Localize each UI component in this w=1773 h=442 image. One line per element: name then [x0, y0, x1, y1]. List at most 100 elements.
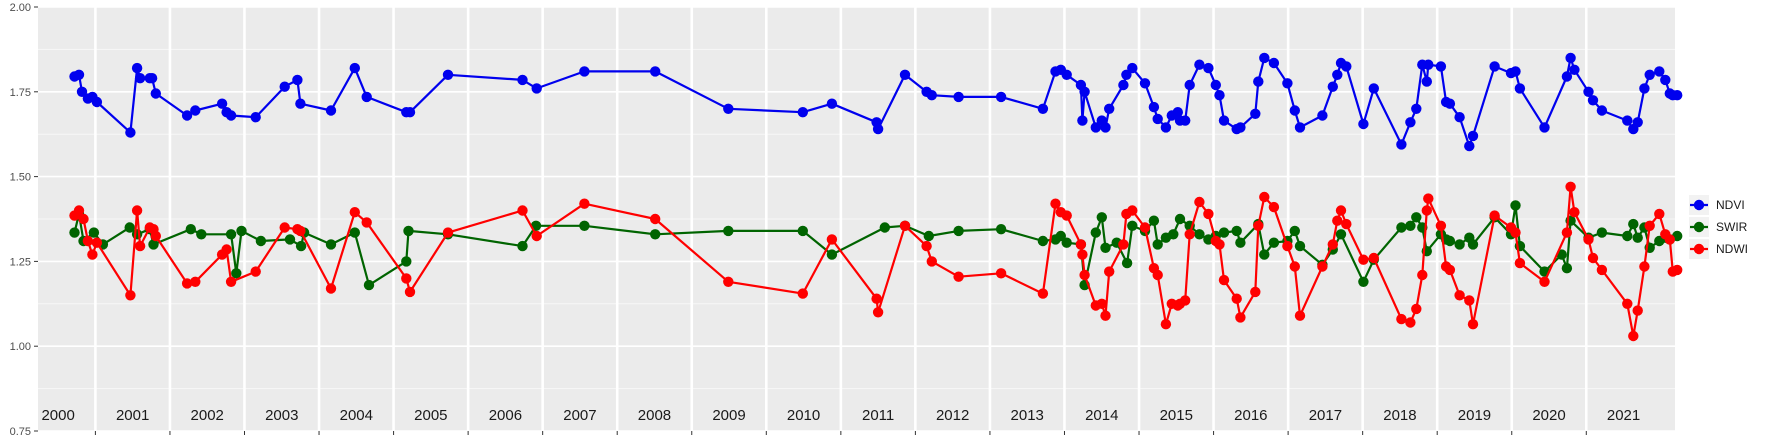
data-point [361, 217, 372, 228]
data-point [69, 227, 80, 238]
data-point [87, 249, 98, 260]
series-line [74, 56, 1678, 148]
year-labels: 2000 2001 2002 2003 2004 2005 2006 2007 2008 2009… [41, 407, 1640, 424]
data-point [1218, 115, 1230, 126]
data-point [1467, 319, 1479, 330]
data-point [1294, 310, 1306, 321]
data-point [1104, 103, 1115, 115]
data-point [1231, 293, 1242, 304]
data-point [1644, 69, 1655, 81]
year-label: 2013 [1011, 407, 1044, 424]
data-point [1282, 78, 1293, 89]
data-point [1294, 240, 1306, 252]
legend-key-point [1693, 221, 1705, 233]
data-point [1464, 140, 1475, 152]
data-point [295, 225, 306, 237]
legend-key-point [1693, 199, 1705, 211]
data-point [1341, 218, 1352, 230]
data-point [1405, 220, 1416, 231]
series-ndwi [69, 181, 1683, 342]
year-label: 2009 [712, 407, 745, 424]
data-point [190, 105, 201, 116]
legend: NDVI SWIR NDWI [1689, 195, 1748, 259]
year-label: 2021 [1607, 407, 1640, 424]
data-point [1411, 212, 1422, 223]
data-point [1127, 205, 1138, 216]
data-point [1569, 207, 1580, 218]
data-point [1565, 181, 1576, 192]
data-point [1259, 191, 1270, 203]
data-point [1148, 215, 1160, 226]
data-point [1077, 115, 1088, 126]
data-point [797, 107, 808, 118]
data-point [1253, 220, 1264, 231]
data-point [1423, 59, 1434, 70]
data-point [1327, 239, 1339, 250]
data-point [1628, 330, 1639, 342]
data-point [1454, 290, 1465, 301]
data-point [1214, 239, 1225, 250]
data-point [442, 69, 454, 81]
data-point [1214, 90, 1225, 101]
data-point [1061, 237, 1072, 248]
data-point [899, 69, 911, 81]
data-point [1358, 254, 1369, 265]
y-tick-label: 1.00 [10, 341, 31, 353]
data-point [1332, 69, 1343, 81]
data-point [1100, 310, 1111, 321]
data-point [531, 230, 542, 242]
data-point [1079, 269, 1090, 281]
data-point [1250, 108, 1261, 120]
data-point [131, 205, 143, 216]
data-point [231, 268, 242, 279]
data-point [295, 240, 307, 252]
data-point [826, 234, 838, 245]
data-point [363, 279, 375, 291]
data-point [1121, 257, 1133, 269]
data-point [531, 83, 542, 94]
data-point [826, 98, 838, 109]
data-point [879, 222, 890, 233]
data-point [1289, 225, 1301, 237]
data-point [250, 266, 261, 277]
data-point [88, 227, 100, 238]
data-point [1632, 232, 1643, 243]
data-point [1203, 208, 1214, 220]
data-point [1368, 83, 1380, 94]
data-point [1335, 229, 1347, 240]
data-point [1127, 220, 1138, 231]
data-point [872, 307, 884, 318]
data-point [91, 237, 103, 248]
data-point [1639, 83, 1650, 94]
data-point [1435, 220, 1447, 231]
year-label: 2004 [340, 407, 373, 424]
data-point [1569, 64, 1580, 76]
data-point [650, 229, 661, 240]
data-point [1654, 208, 1665, 220]
data-point [1411, 103, 1422, 115]
year-label: 2002 [191, 407, 224, 424]
series-layer [69, 52, 1683, 342]
data-point [1514, 257, 1526, 269]
data-point [1510, 227, 1521, 238]
axes: 0.75 1.00 1.25 1.50 1.75 2.00 [10, 2, 1587, 438]
data-point [1037, 103, 1049, 115]
data-point [1075, 239, 1087, 250]
year-label: 2020 [1532, 407, 1565, 424]
data-point [1061, 69, 1072, 81]
data-point [190, 276, 201, 287]
data-point [146, 73, 158, 84]
data-point [1664, 234, 1676, 245]
data-point [579, 66, 590, 77]
data-point [1139, 222, 1151, 233]
data-point [1587, 252, 1599, 264]
data-point [196, 229, 207, 240]
data-point [1561, 263, 1573, 274]
data-point [125, 290, 136, 301]
data-point [1218, 227, 1230, 238]
data-point [216, 98, 228, 109]
data-point [1090, 122, 1102, 133]
data-point [1235, 122, 1246, 133]
data-point [1421, 76, 1433, 87]
